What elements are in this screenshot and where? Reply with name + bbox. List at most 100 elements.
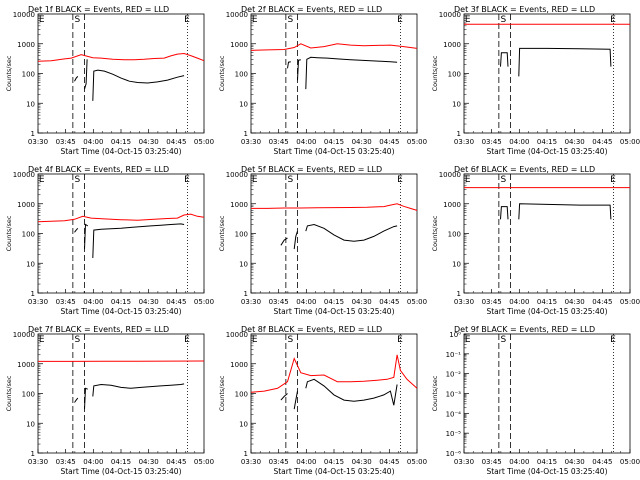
y-tick-label: 10 [26, 420, 35, 428]
y-tick-label: 10 [239, 260, 248, 268]
panel-det-8: Det 8f BLACK = Events, RED = LLD 1 10 100 10… [218, 325, 427, 476]
y-axis-label: Counts/sec [431, 215, 439, 251]
x-axis-label: Start Time (04-Oct-15 03:25:40) [273, 467, 394, 476]
panel-title: Det 7f BLACK = Events, RED = LLD [28, 325, 169, 334]
x-tick-label: 04:15 [324, 138, 344, 146]
x-tick-label: 04:00 [296, 298, 316, 306]
time-marker-label: E [610, 175, 616, 185]
panel-title: Det 9f BLACK = Events, RED = LLD [454, 325, 595, 334]
panel-title: Det 8f BLACK = Events, RED = LLD [241, 325, 382, 334]
x-axis-label: Start Time (04-Oct-15 03:25:40) [60, 467, 181, 476]
y-tick-label: 100 [22, 71, 35, 79]
time-marker-label: E [252, 15, 258, 25]
time-marker-label: E [39, 175, 45, 185]
x-tick-label: 04:15 [537, 298, 557, 306]
x-tick-label: 03:45 [269, 298, 289, 306]
plot-frame [250, 13, 418, 134]
y-tick-label: 1 [244, 290, 248, 298]
panel-title: Det 3f BLACK = Events, RED = LLD [454, 5, 595, 14]
time-marker-label: E [610, 15, 616, 25]
x-tick-label: 04:00 [83, 138, 103, 146]
x-axis-label: Start Time (04-Oct-15 03:25:40) [486, 307, 607, 316]
y-tick-label: 10⁻³ [446, 391, 462, 399]
time-marker-label: S [288, 175, 294, 185]
series-lld-line [251, 203, 418, 211]
plot-frame [37, 13, 205, 134]
x-tick-label: 04:15 [324, 298, 344, 306]
x-tick-label: 04:45 [592, 298, 612, 306]
y-tick-label: 10000 [439, 171, 461, 179]
series-events-line [74, 76, 79, 82]
x-tick-label: 04:45 [592, 458, 612, 466]
series-lld-line [250, 43, 418, 51]
x-tick-label: 04:15 [111, 138, 131, 146]
x-axis-label: Start Time (04-Oct-15 03:25:40) [273, 147, 394, 156]
time-marker-label: E [39, 15, 45, 25]
y-axis-label: Counts/sec [5, 215, 13, 251]
x-tick-label: 04:30 [352, 138, 372, 146]
x-tick-label: 04:00 [83, 298, 103, 306]
x-tick-label: 04:00 [509, 298, 529, 306]
y-axis-label: Counts/sec [431, 375, 439, 411]
time-marker-label: S [75, 15, 81, 25]
x-axis-label: Start Time (04-Oct-15 03:25:40) [486, 147, 607, 156]
series-events-line [293, 391, 298, 410]
x-tick-label: 05:00 [620, 458, 640, 466]
plot-frame [463, 13, 631, 134]
series-lld-line [250, 354, 418, 393]
x-tick-label: 05:00 [620, 138, 640, 146]
x-tick-label: 04:30 [139, 458, 159, 466]
y-tick-label: 10000 [226, 11, 248, 19]
x-tick-label: 04:00 [296, 138, 316, 146]
x-tick-label: 05:00 [407, 298, 427, 306]
x-tick-label: 03:30 [28, 138, 48, 146]
time-marker-label: E [465, 335, 471, 345]
time-marker-label: E [465, 175, 471, 185]
plot-frame [463, 333, 631, 454]
x-tick-label: 03:45 [269, 458, 289, 466]
x-tick-label: 04:45 [166, 138, 186, 146]
x-tick-label: 03:30 [241, 458, 261, 466]
series-events-line [92, 223, 185, 259]
x-tick-label: 04:30 [565, 458, 585, 466]
x-tick-label: 03:30 [454, 138, 474, 146]
y-tick-label: 1000 [17, 201, 35, 209]
panel-det-9: Det 9f BLACK = Events, RED = LLD 10⁻⁶ 10⁻⁵… [431, 325, 640, 476]
panel-title: Det 6f BLACK = Events, RED = LLD [454, 165, 595, 174]
series-events-line [74, 227, 79, 233]
series-events-line [280, 393, 288, 401]
y-axis-label: Counts/sec [218, 215, 226, 251]
time-marker-label: E [184, 335, 190, 345]
y-tick-label: 10⁻¹ [446, 351, 462, 359]
y-tick-label: 10⁻⁴ [446, 410, 462, 418]
y-tick-label: 100 [235, 231, 248, 239]
x-tick-label: 04:45 [379, 138, 399, 146]
y-tick-label: 1 [457, 290, 461, 298]
y-tick-label: 10 [239, 420, 248, 428]
y-tick-label: 1000 [230, 41, 248, 49]
series-events-line [74, 397, 79, 403]
y-tick-label: 10 [452, 100, 461, 108]
series-lld-line [37, 52, 205, 62]
x-tick-label: 04:00 [296, 458, 316, 466]
panel-title: Det 2f BLACK = Events, RED = LLD [241, 5, 382, 14]
x-tick-label: 03:45 [482, 298, 502, 306]
x-tick-label: 05:00 [407, 138, 427, 146]
y-axis-label: Counts/sec [5, 375, 13, 411]
x-tick-label: 03:45 [482, 138, 502, 146]
x-tick-label: 03:30 [454, 458, 474, 466]
y-tick-label: 10000 [13, 331, 35, 339]
series-events-line [305, 223, 398, 242]
x-tick-label: 03:45 [56, 298, 76, 306]
y-tick-label: 1 [457, 130, 461, 138]
panel-det-7: Det 7f BLACK = Events, RED = LLD 1 10 100 10… [5, 325, 214, 476]
y-tick-label: 10000 [226, 171, 248, 179]
panel-title: Det 5f BLACK = Events, RED = LLD [241, 165, 382, 174]
plot-frame [250, 173, 418, 294]
series-events-line [500, 206, 509, 220]
series-events-line [293, 230, 298, 250]
y-tick-label: 10000 [13, 171, 35, 179]
time-marker-label: S [75, 335, 81, 345]
time-marker-label: S [288, 335, 294, 345]
y-tick-label: 10⁰ [449, 331, 461, 339]
